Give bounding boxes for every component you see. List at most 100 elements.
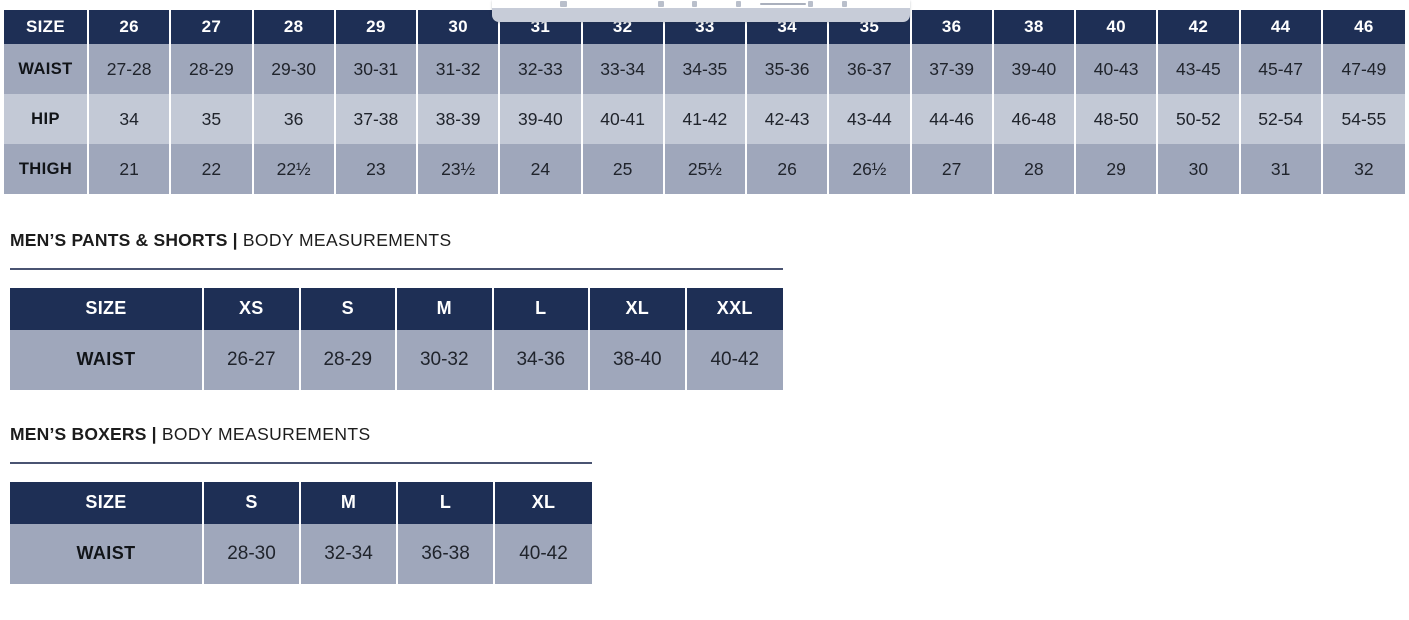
jeans-table-row: HIP 34 35 36 37-38 38-39 39-40 40-41 41-42 42-43 4… (4, 94, 1405, 144)
jeans-cell-waist-33: 34-35 (664, 44, 747, 94)
jeans-row-label-hip: HIP (4, 94, 89, 144)
jeans-cell-waist-40: 40-43 (1076, 44, 1159, 94)
jeans-cell-waist-38: 39-40 (993, 44, 1076, 94)
jeans-cell-thigh-46: 32 (1322, 144, 1405, 194)
pants-section: MEN’S PANTS & SHORTS | BODY MEASUREMENTS… (10, 230, 783, 390)
jeans-cell-hip-35: 43-44 (829, 94, 912, 144)
toolbar-glyph-icon[interactable] (692, 1, 697, 7)
pants-column-header-xs: XS (204, 287, 301, 330)
jeans-cell-waist-36: 37-39 (911, 44, 994, 94)
jeans-cell-thigh-32: 25 (582, 144, 665, 194)
jeans-cell-waist-34: 35-36 (747, 44, 830, 94)
jeans-cell-thigh-35: 26½ (829, 144, 912, 194)
jeans-cell-waist-28: 29-30 (253, 44, 336, 94)
jeans-cell-thigh-34: 26 (747, 144, 830, 194)
jeans-column-header-40: 40 (1076, 10, 1159, 44)
jeans-table-head: SIZE 26 27 28 29 30 31 32 33 34 35 36 38 40 42 44 46 (4, 10, 1405, 44)
jeans-size-chart: SIZE 26 27 28 29 30 31 32 33 34 35 36 38 40 42 44 46 WAI… (4, 10, 1405, 194)
jeans-cell-thigh-33: 25½ (664, 144, 747, 194)
jeans-header-row: SIZE 26 27 28 29 30 31 32 33 34 35 36 38 40 42 44 46 (4, 10, 1405, 44)
boxers-section: MEN’S BOXERS | BODY MEASUREMENTS SIZE S M L… (10, 424, 592, 584)
jeans-row-label-thigh: THIGH (4, 144, 89, 194)
jeans-column-header-27: 27 (171, 10, 254, 44)
pants-column-header-s: S (300, 287, 397, 330)
toolbar-slider[interactable] (760, 3, 806, 5)
jeans-cell-thigh-26: 21 (89, 144, 172, 194)
pants-cell-waist-XXL: 40-42 (686, 329, 783, 390)
jeans-cell-thigh-30: 23½ (418, 144, 501, 194)
toolbar-glyph-icon[interactable] (736, 1, 741, 7)
jeans-table-row: WAIST 27-28 28-29 29-30 30-31 31-32 32-33 33-34… (4, 44, 1405, 94)
jeans-table: SIZE 26 27 28 29 30 31 32 33 34 35 36 38 40 42 44 46 WAI… (4, 10, 1405, 194)
toolbar-glyph-icon[interactable] (560, 1, 567, 7)
pants-column-header-l: L (493, 287, 590, 330)
boxers-table-row: WAIST 28-30 32-34 36-38 40-42 (10, 523, 592, 584)
jeans-cell-thigh-44: 31 (1240, 144, 1323, 194)
jeans-cell-hip-32: 40-41 (582, 94, 665, 144)
pants-column-header-size: SIZE (10, 287, 204, 330)
pants-cell-waist-M: 30-32 (397, 329, 494, 390)
pants-cell-waist-XL: 38-40 (590, 329, 687, 390)
toolbar-strip (492, 0, 910, 8)
jeans-column-header-26: 26 (89, 10, 172, 44)
boxers-row-label-waist: WAIST (10, 523, 204, 584)
boxers-column-header-size: SIZE (10, 481, 204, 524)
jeans-cell-thigh-31: 24 (500, 144, 583, 194)
jeans-column-header-42: 42 (1158, 10, 1241, 44)
jeans-cell-hip-33: 41-42 (664, 94, 747, 144)
toolbar-glyph-icon[interactable] (808, 1, 813, 7)
jeans-column-header-28: 28 (253, 10, 336, 44)
jeans-cell-waist-27: 28-29 (171, 44, 254, 94)
boxers-title-light: BODY MEASUREMENTS (161, 424, 371, 444)
jeans-cell-hip-26: 34 (89, 94, 172, 144)
jeans-column-header-36: 36 (911, 10, 994, 44)
jeans-cell-thigh-40: 29 (1076, 144, 1159, 194)
jeans-cell-waist-31: 32-33 (500, 44, 583, 94)
jeans-column-header-46: 46 (1322, 10, 1405, 44)
boxers-table: SIZE S M L XL WAIST 28-30 32-34 36-38 40-42 (10, 481, 592, 584)
toolbar-glyph-icon[interactable] (842, 1, 847, 7)
jeans-cell-hip-46: 54-55 (1322, 94, 1405, 144)
pants-column-header-xxl: XXL (686, 287, 783, 330)
jeans-cell-waist-29: 30-31 (335, 44, 418, 94)
jeans-cell-thigh-42: 30 (1158, 144, 1241, 194)
toolbar-glyph-icon[interactable] (658, 1, 664, 7)
boxers-table-head: SIZE S M L XL (10, 481, 592, 524)
pants-table-body: WAIST 26-27 28-29 30-32 34-36 38-40 40-42 (10, 329, 783, 390)
jeans-cell-waist-32: 33-34 (582, 44, 665, 94)
jeans-cell-hip-34: 42-43 (747, 94, 830, 144)
boxers-cell-waist-M: 32-34 (301, 523, 398, 584)
floating-toolbar-overlay[interactable] (492, 0, 910, 22)
pants-title-light: BODY MEASUREMENTS (242, 230, 452, 250)
boxers-column-header-s: S (204, 481, 301, 524)
jeans-column-header-38: 38 (993, 10, 1076, 44)
pants-section-divider (10, 267, 783, 270)
jeans-cell-thigh-36: 27 (911, 144, 994, 194)
pants-column-header-m: M (397, 287, 494, 330)
jeans-cell-hip-30: 38-39 (418, 94, 501, 144)
boxers-section-divider (10, 461, 592, 464)
boxers-section-title: MEN’S BOXERS | BODY MEASUREMENTS (10, 424, 592, 444)
pants-column-header-xl: XL (590, 287, 687, 330)
jeans-table-row: THIGH 21 22 22½ 23 23½ 24 25 25½ 26 26½ 27 28 29 30 31 3… (4, 144, 1405, 194)
jeans-cell-waist-30: 31-32 (418, 44, 501, 94)
jeans-cell-waist-35: 36-37 (829, 44, 912, 94)
jeans-cell-hip-40: 48-50 (1076, 94, 1159, 144)
boxers-cell-waist-L: 36-38 (398, 523, 495, 584)
pants-row-label-waist: WAIST (10, 329, 204, 390)
jeans-column-header-30: 30 (418, 10, 501, 44)
pants-table: SIZE XS S M L XL XXL WAIST 26-27 28-29 30-32 34-36… (10, 287, 783, 390)
jeans-column-header-29: 29 (335, 10, 418, 44)
pants-title-strong: MEN’S PANTS & SHORTS | (10, 230, 238, 250)
jeans-cell-hip-38: 46-48 (993, 94, 1076, 144)
boxers-table-body: WAIST 28-30 32-34 36-38 40-42 (10, 523, 592, 584)
jeans-table-body: WAIST 27-28 28-29 29-30 30-31 31-32 32-33 33-34… (4, 44, 1405, 194)
boxers-title-strong: MEN’S BOXERS | (10, 424, 157, 444)
boxers-column-header-l: L (398, 481, 495, 524)
boxers-column-header-m: M (301, 481, 398, 524)
boxers-column-header-xl: XL (495, 481, 592, 524)
boxers-cell-waist-XL: 40-42 (495, 523, 592, 584)
pants-header-row: SIZE XS S M L XL XXL (10, 287, 783, 330)
jeans-cell-waist-42: 43-45 (1158, 44, 1241, 94)
jeans-cell-thigh-29: 23 (335, 144, 418, 194)
